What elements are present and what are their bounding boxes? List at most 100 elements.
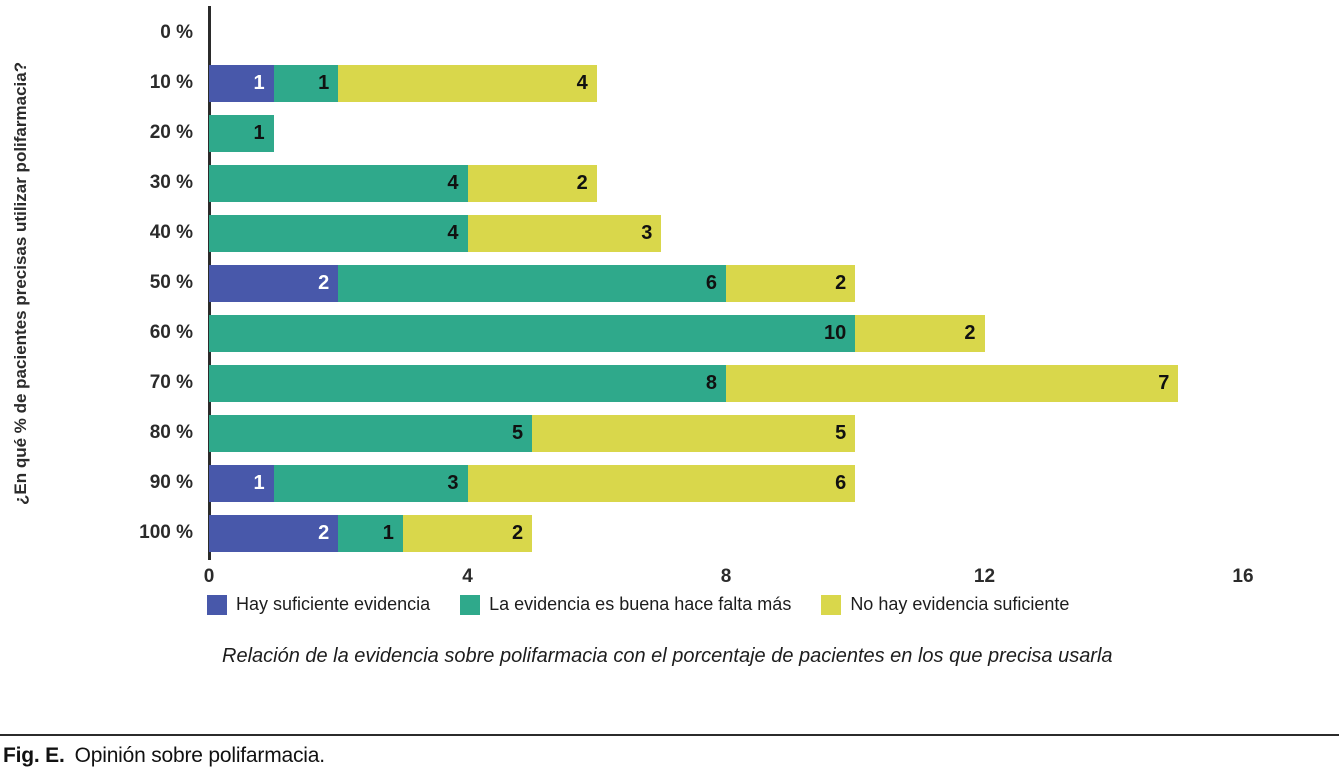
legend-swatch (207, 594, 227, 615)
bar-row: 50 % 2 6 2 (0, 258, 1339, 308)
bar-segment: 5 (532, 414, 856, 452)
bar-segment: 3 (467, 214, 662, 252)
bar-segment: 2 (209, 514, 339, 552)
bar-segment: 1 (209, 64, 274, 102)
legend-item: La evidencia es buena hace falta más (460, 594, 791, 615)
bar-segment: 10 (209, 314, 856, 352)
legend-item: Hay suficiente evidencia (207, 594, 430, 615)
bar-row: 30 % 4 2 (0, 158, 1339, 208)
bar-value-label: 5 (512, 422, 524, 444)
category-tick-label: 80 % (149, 422, 193, 443)
category-tick-label: 10 % (149, 72, 193, 93)
x-axis-tick-label: 12 (973, 566, 996, 587)
legend-label: Hay suficiente evidencia (236, 594, 431, 614)
bar-value-label: 10 (824, 322, 847, 344)
bar-value-label: 2 (318, 522, 330, 544)
category-tick-label: 90 % (149, 472, 193, 493)
legend: Hay suficiente evidencia La evidencia es … (207, 594, 1339, 615)
bar-row: 100 % 2 1 2 (0, 508, 1339, 558)
stacked-bar-chart: ¿En qué % de pacientes precisas utilizar… (0, 6, 1339, 667)
bar-segment: 2 (467, 164, 597, 202)
bar-value-label: 7 (1158, 372, 1170, 394)
bar-segment: 1 (209, 114, 274, 152)
bar-value-label: 2 (512, 522, 524, 544)
bar-value-label: 1 (253, 472, 265, 494)
bar-value-label: 2 (576, 172, 588, 194)
bar-row: 60 % 10 2 (0, 308, 1339, 358)
bar-value-label: 6 (835, 472, 847, 494)
bar-value-label: 1 (253, 72, 265, 94)
bar-track: 1 1 4 (209, 64, 1243, 102)
bar-segment: 6 (467, 464, 856, 502)
bar-value-label: 1 (382, 522, 394, 544)
bar-value-label: 2 (964, 322, 976, 344)
x-axis: 0 4 8 12 16 (204, 558, 1254, 590)
bar-segment: 4 (338, 64, 597, 102)
bar-value-label: 5 (835, 422, 847, 444)
bar-row: 10 % 1 1 4 (0, 58, 1339, 108)
category-tick-label: 30 % (149, 172, 193, 193)
category-tick-label: 0 % (160, 22, 193, 43)
bar-row: 0 % (0, 8, 1339, 58)
bar-value-label: 4 (447, 172, 459, 194)
legend-label: La evidencia es buena hace falta más (489, 594, 792, 614)
bar-segment: 8 (209, 364, 726, 402)
x-axis-tick-label: 16 (1232, 566, 1254, 587)
bar-value-label: 2 (318, 272, 330, 294)
bar-value-label: 1 (318, 72, 330, 94)
category-tick-label: 20 % (149, 122, 193, 143)
bar-segment: 2 (855, 314, 985, 352)
category-tick-label: 40 % (149, 222, 193, 243)
x-axis-tick-label: 0 (203, 566, 215, 587)
bar-segment: 7 (726, 364, 1179, 402)
bar-segment: 4 (209, 214, 468, 252)
bar-segment: 3 (273, 464, 468, 502)
bar-track: 2 6 2 (209, 264, 1243, 302)
bar-value-label: 6 (705, 272, 717, 294)
bar-segment: 2 (726, 264, 856, 302)
plot-area: 0 % 10 % 1 1 4 20 % 1 30 % 4 2 40 % 4 3 50 % 2 6 2 60 % 10… (0, 6, 1339, 560)
bar-value-label: 4 (447, 222, 459, 244)
figure-caption: Fig. E. Opinión sobre polifarmacia. (3, 744, 325, 768)
bar-row: 40 % 4 3 (0, 208, 1339, 258)
bar-row: 90 % 1 3 6 (0, 458, 1339, 508)
x-axis-tick-label: 8 (720, 566, 732, 587)
bar-value-label: 1 (253, 122, 265, 144)
bar-segment: 5 (209, 414, 533, 452)
divider (0, 734, 1339, 736)
bar-track (209, 15, 1243, 52)
bar-row: 70 % 8 7 (0, 358, 1339, 408)
bar-segment: 4 (209, 164, 468, 202)
bar-track: 1 (209, 114, 1243, 152)
bar-segment: 1 (273, 64, 339, 102)
bar-value-label: 4 (576, 72, 588, 94)
legend-swatch (821, 594, 842, 615)
bar-segment: 1 (338, 514, 403, 552)
bar-segment: 2 (209, 264, 339, 302)
category-tick-label: 70 % (149, 372, 193, 393)
bar-segment: 6 (338, 264, 726, 302)
bar-value-label: 8 (705, 372, 717, 394)
category-tick-label: 50 % (149, 272, 193, 293)
bar-track: 10 2 (209, 314, 1243, 352)
figure-caption-text: Opinión sobre polifarmacia. (74, 744, 325, 767)
bar-value-label: 2 (835, 272, 847, 294)
x-axis-tick-label: 4 (462, 566, 473, 587)
bar-track: 1 3 6 (209, 464, 1243, 502)
bar-segment: 1 (209, 464, 274, 502)
bar-value-label: 3 (447, 472, 459, 494)
bar-segment: 2 (402, 514, 533, 552)
legend-swatch (460, 594, 481, 615)
category-tick-label: 60 % (149, 322, 193, 343)
category-tick-label: 100 % (139, 522, 193, 543)
legend-item: No hay evidencia suficiente (821, 594, 1069, 615)
bar-row: 80 % 5 5 (0, 408, 1339, 458)
figure-label: Fig. E. (3, 744, 65, 767)
legend-label: No hay evidencia suficiente (850, 594, 1070, 614)
bar-row: 20 % 1 (0, 108, 1339, 158)
bar-track: 2 1 2 (209, 514, 1243, 552)
